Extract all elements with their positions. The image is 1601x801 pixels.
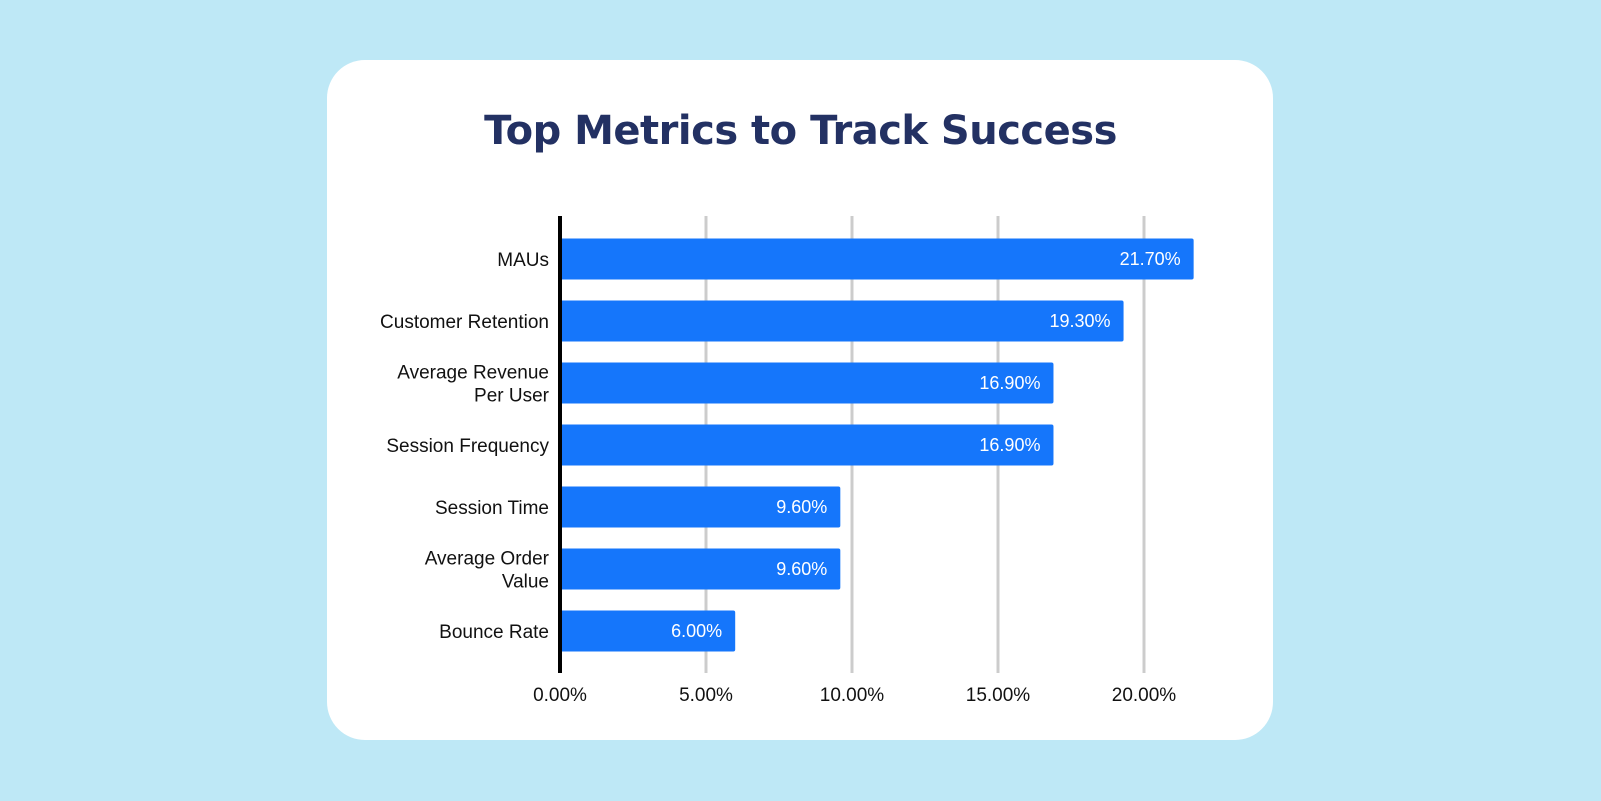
bar bbox=[560, 610, 736, 652]
category-label: Value bbox=[502, 572, 549, 593]
x-tick-label: 0.00% bbox=[533, 685, 587, 706]
data-label: 9.60% bbox=[776, 559, 827, 579]
category-label: MAUs bbox=[497, 250, 549, 271]
category-label: Session Time bbox=[435, 498, 549, 519]
data-label: 16.90% bbox=[979, 435, 1040, 455]
category-label: Per User bbox=[474, 386, 550, 407]
bar bbox=[560, 424, 1054, 466]
bar bbox=[560, 300, 1124, 342]
x-tick-label: 5.00% bbox=[679, 685, 733, 706]
bar bbox=[560, 486, 841, 528]
category-label: Average Revenue bbox=[397, 363, 549, 384]
data-label: 19.30% bbox=[1049, 311, 1110, 331]
data-label: 6.00% bbox=[671, 621, 722, 641]
bar bbox=[560, 548, 841, 590]
data-label: 9.60% bbox=[776, 497, 827, 517]
category-label: Session Frequency bbox=[386, 436, 549, 457]
data-label: 21.70% bbox=[1120, 249, 1181, 269]
x-tick-label: 20.00% bbox=[1112, 685, 1177, 706]
bar bbox=[560, 238, 1194, 280]
bar bbox=[560, 362, 1054, 404]
x-tick-label: 10.00% bbox=[820, 685, 885, 706]
category-label: Bounce Rate bbox=[439, 622, 549, 643]
chart-title: Top Metrics to Track Success bbox=[484, 108, 1117, 154]
data-label: 16.90% bbox=[979, 373, 1040, 393]
category-label: Customer Retention bbox=[380, 312, 549, 333]
x-tick-label: 15.00% bbox=[966, 685, 1031, 706]
category-label: Average Order bbox=[425, 549, 550, 570]
